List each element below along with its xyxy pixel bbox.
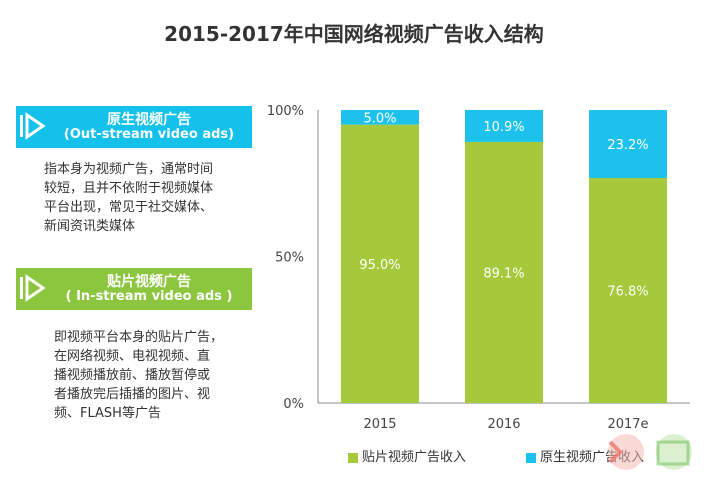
description-line: 指本身为视频广告，通常时间 [44, 162, 214, 177]
description-line: 较短，且并不依附于视频媒体 [44, 181, 214, 196]
in-stream-description: 即视频平台本身的贴片广告， 在网络视频、电视视频、直 播视频播放前、播放暂停或 … [54, 328, 276, 423]
description-line: 平台出现，常见于社交媒体、 [44, 200, 214, 215]
data-label: 5.0% [363, 111, 396, 126]
play-icon [20, 112, 46, 140]
y-tick-label: 100% [267, 104, 304, 119]
y-tick-label: 50% [275, 251, 304, 266]
description-line: 新闻资讯类媒体 [44, 219, 136, 234]
out-stream-subtitle: (Out-stream video ads) [63, 127, 235, 142]
legend-in-stream: 贴片视频广告收入 [348, 446, 466, 465]
in-stream-banner: 贴片视频广告 ( In-stream video ads ) [16, 268, 252, 310]
data-label: 95.0% [359, 258, 400, 273]
bar-segment [341, 110, 419, 125]
bar-segment [465, 110, 543, 142]
legend-out-stream-swatch [526, 452, 536, 463]
description-line: 播视频播放前、播放暂停或 [54, 368, 211, 383]
legend-in-stream-label: 贴片视频广告收入 [362, 450, 467, 465]
data-label: 76.8% [607, 284, 648, 299]
x-tick-label: 2016 [487, 417, 520, 432]
description-line: 在网络视频、电视视频、直 [54, 349, 211, 364]
data-label: 89.1% [483, 266, 524, 281]
data-label: 23.2% [607, 138, 648, 153]
y-tick-label: 0% [283, 397, 304, 412]
description-line: 频、FLASH等广告 [54, 406, 161, 421]
play-icon [20, 274, 46, 302]
legend-in-stream-swatch [348, 452, 358, 463]
out-stream-description: 指本身为视频广告，通常时间 较短，且并不依附于视频媒体 平台出现，常见于社交媒体… [44, 160, 266, 236]
out-stream-title: 原生视频广告 [107, 112, 191, 128]
bar-segment [465, 141, 543, 403]
bar-segment [589, 177, 667, 403]
x-tick-label: 2015 [363, 417, 396, 432]
in-stream-title: 贴片视频广告 [107, 274, 191, 290]
data-label: 10.9% [483, 120, 524, 135]
bar-segment [341, 124, 419, 404]
watermark-logo [608, 434, 692, 470]
description-line: 者播放完后插播的图片、视 [54, 387, 211, 402]
chart-title: 2015-2017年中国网络视频广告收入结构 [164, 22, 544, 46]
in-stream-subtitle: ( In-stream video ads ) [65, 289, 233, 304]
description-line: 即视频平台本身的贴片广告， [54, 330, 224, 345]
bar-segment [589, 110, 667, 178]
x-tick-label: 2017e [607, 417, 648, 432]
out-stream-banner: 原生视频广告 (Out-stream video ads) [16, 106, 252, 148]
